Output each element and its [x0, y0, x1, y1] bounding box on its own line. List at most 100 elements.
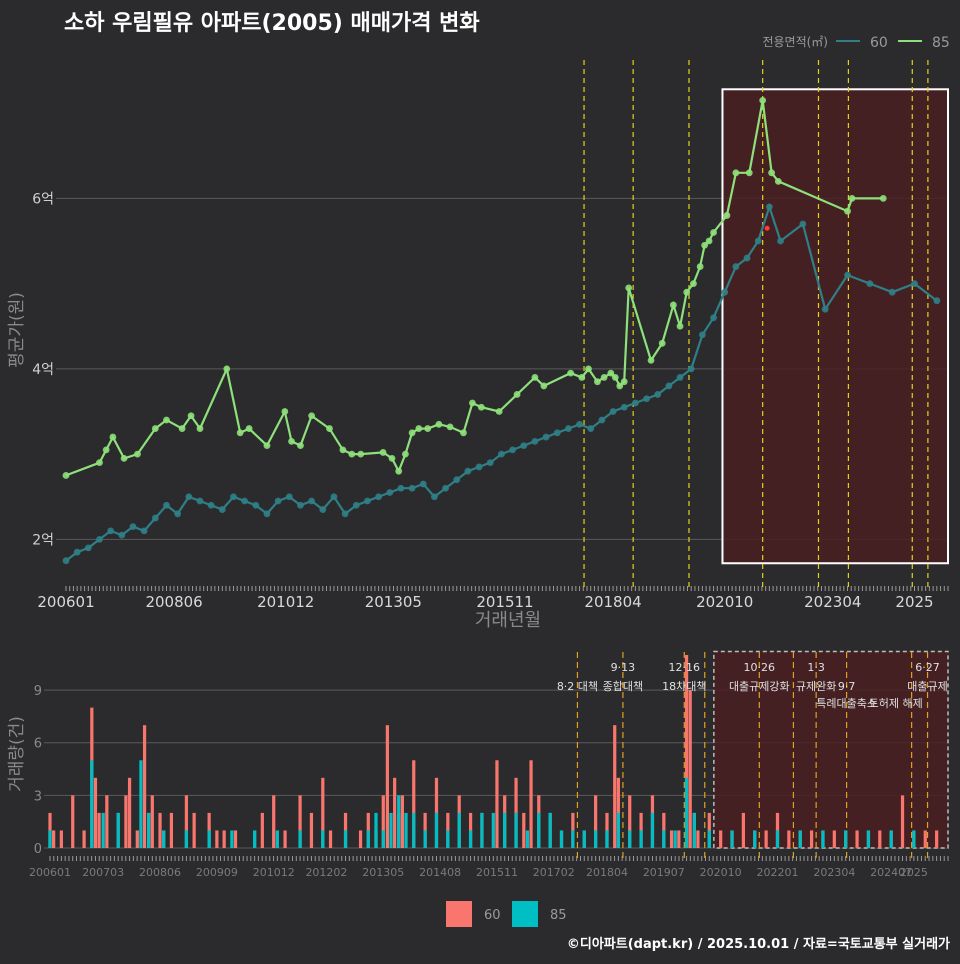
volume-x-tick-label: 201511 [476, 866, 518, 879]
bottom-legend: 60 85 [446, 901, 567, 927]
price-point-85 [263, 442, 271, 450]
volume-x-tick-label: 200703 [82, 866, 124, 879]
volume-bar-60 [393, 777, 397, 848]
price-y-axis-label: 평균가(원) [7, 292, 27, 368]
volume-bar-85 [207, 830, 211, 848]
price-point-60 [933, 297, 941, 305]
price-point-60 [297, 501, 304, 509]
price-point-85 [745, 169, 753, 177]
volume-x-tick-label: 202304 [813, 866, 855, 879]
volume-bar-60 [105, 795, 109, 848]
price-point-85 [395, 467, 403, 475]
price-point-60 [911, 280, 918, 288]
volume-x-tick-label: 202201 [756, 866, 798, 879]
price-point-60 [308, 497, 316, 505]
price-point-85 [477, 403, 485, 411]
volume-bar-85 [559, 830, 564, 848]
price-point-60 [129, 523, 137, 530]
volume-bar-60 [321, 777, 325, 848]
volume-bar-85 [90, 760, 94, 848]
price-point-60 [598, 416, 606, 424]
volume-bar-60 [935, 830, 939, 848]
volume-bar-60 [298, 795, 302, 848]
price-point-85 [308, 412, 316, 420]
price-point-85 [339, 446, 347, 454]
volume-x-tick-label: 202407 [870, 866, 912, 879]
price-point-85 [120, 454, 128, 462]
price-point-60 [844, 271, 851, 279]
price-point-85 [408, 429, 416, 437]
volume-bar-60 [93, 777, 98, 848]
volume-x-tick-label: 201408 [419, 866, 461, 879]
volume-bar-60 [71, 795, 75, 848]
volume-bar-60 [522, 812, 526, 848]
price-x-tick-label: 2025 [895, 593, 933, 611]
price-point-60 [777, 237, 784, 245]
price-point-85 [616, 382, 624, 390]
price-point-85 [647, 356, 655, 364]
price-highlight-box [721, 88, 949, 565]
volume-bar-60 [215, 830, 219, 848]
volume-bar-85 [571, 830, 575, 848]
price-point-60 [196, 497, 204, 505]
price-point-60 [218, 506, 226, 513]
volume-bar-60 [900, 795, 905, 848]
price-point-60 [565, 425, 572, 432]
price-point-60 [330, 493, 338, 501]
price-point-85 [607, 369, 615, 377]
volume-bar-60 [59, 830, 63, 848]
volume-bar-85 [537, 812, 541, 848]
price-point-60 [553, 429, 561, 437]
price-x-tick-label: 202010 [696, 593, 753, 611]
price-point-85 [701, 241, 709, 249]
volume-bar-60 [260, 812, 264, 848]
volume-x-tick-label: 201907 [643, 866, 685, 879]
volume-bar-85 [889, 830, 893, 848]
volume-bar-60 [142, 725, 147, 848]
price-point-60 [207, 501, 215, 509]
volume-bar-85 [503, 812, 507, 848]
volume-bar-60 [764, 830, 768, 848]
volume-bar-85 [397, 795, 401, 848]
price-point-85 [348, 450, 356, 458]
volume-event-annotation: 대출규제강화 [729, 680, 790, 693]
volume-bar-85 [605, 830, 609, 848]
price-point-60 [576, 420, 583, 428]
price-point-60 [62, 557, 70, 565]
price-point-60 [352, 501, 360, 509]
volume-bar-85 [147, 812, 151, 848]
volume-event-annotation: 9·7 [838, 680, 856, 693]
volume-event-annotation: 종합대책 [603, 680, 643, 693]
price-x-tick-label: 201012 [257, 593, 314, 611]
volume-y-tick-label: 0 [34, 842, 42, 857]
price-point-85 [402, 450, 409, 458]
top-legend: 전용면적(㎡) 60 85 [762, 35, 949, 51]
volume-y-tick-label: 6 [34, 737, 42, 752]
volume-bar-85 [457, 812, 461, 848]
volume-bar-85 [821, 830, 825, 848]
price-point-85 [379, 449, 387, 456]
volume-y-tick-label: 9 [34, 684, 42, 699]
volume-bar-60 [124, 795, 128, 848]
volume-bar-60 [385, 725, 389, 848]
price-point-85 [732, 169, 740, 177]
price-point-60 [419, 480, 427, 488]
volume-bar-85 [101, 812, 105, 848]
price-point-60 [721, 288, 729, 296]
volume-x-tick-label: 2025 [900, 866, 928, 879]
volume-bar-85 [514, 812, 518, 848]
volume-event-annotation: 8·2 대책 [557, 680, 598, 693]
volume-bar-60 [381, 795, 385, 848]
volume-bar-85 [412, 812, 416, 848]
price-point-60 [73, 548, 81, 556]
volume-bar-85 [446, 830, 450, 848]
price-point-85 [102, 446, 110, 454]
legend-title: 전용면적(㎡) [762, 35, 828, 49]
price-point-60 [230, 493, 237, 501]
price-x-tick-label: 200806 [145, 593, 202, 611]
volume-bar-85 [798, 830, 802, 848]
price-point-60 [319, 506, 327, 513]
legend-60-label: 60 [870, 35, 888, 51]
price-point-60 [118, 531, 126, 539]
price-point-85 [567, 369, 575, 377]
